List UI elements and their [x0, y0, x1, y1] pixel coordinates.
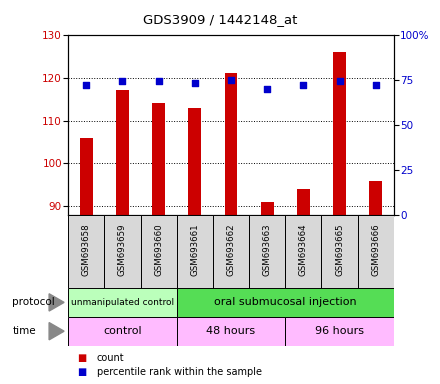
- Point: [264, 86, 271, 92]
- Bar: [213, 215, 249, 288]
- Polygon shape: [49, 294, 64, 311]
- Point: [227, 77, 235, 83]
- Text: count: count: [97, 353, 125, 363]
- Bar: [80, 138, 92, 215]
- Text: GDS3909 / 1442148_at: GDS3909 / 1442148_at: [143, 13, 297, 26]
- Text: oral submucosal injection: oral submucosal injection: [214, 297, 356, 308]
- Point: [372, 82, 379, 88]
- Point: [336, 78, 343, 84]
- Bar: [104, 215, 140, 288]
- Bar: [261, 202, 274, 215]
- Bar: [370, 180, 382, 215]
- Bar: [322, 215, 358, 288]
- Text: GSM693660: GSM693660: [154, 224, 163, 276]
- Text: protocol: protocol: [12, 297, 55, 308]
- Bar: [177, 215, 213, 288]
- Bar: [140, 215, 177, 288]
- Text: ■: ■: [77, 353, 86, 363]
- Bar: [188, 108, 201, 215]
- Bar: [225, 73, 237, 215]
- Text: 48 hours: 48 hours: [206, 326, 256, 336]
- Text: GSM693662: GSM693662: [227, 224, 235, 276]
- Text: 96 hours: 96 hours: [315, 326, 364, 336]
- Text: GSM693665: GSM693665: [335, 224, 344, 276]
- Text: GSM693661: GSM693661: [191, 224, 199, 276]
- Text: GSM693659: GSM693659: [118, 224, 127, 276]
- Bar: [68, 288, 177, 317]
- Text: percentile rank within the sample: percentile rank within the sample: [97, 367, 262, 377]
- Text: GSM693658: GSM693658: [82, 224, 91, 276]
- Bar: [285, 317, 394, 346]
- Point: [119, 78, 126, 84]
- Bar: [177, 288, 394, 317]
- Bar: [285, 215, 322, 288]
- Bar: [116, 90, 129, 215]
- Point: [191, 80, 198, 86]
- Point: [300, 82, 307, 88]
- Text: GSM693663: GSM693663: [263, 224, 271, 276]
- Text: unmanipulated control: unmanipulated control: [71, 298, 174, 307]
- Text: time: time: [12, 326, 36, 336]
- Point: [83, 82, 90, 88]
- Text: GSM693664: GSM693664: [299, 224, 308, 276]
- Bar: [297, 189, 310, 215]
- Text: control: control: [103, 326, 142, 336]
- Bar: [333, 52, 346, 215]
- Bar: [68, 215, 104, 288]
- Bar: [249, 215, 285, 288]
- Polygon shape: [49, 323, 64, 340]
- Text: GSM693666: GSM693666: [371, 224, 380, 276]
- Text: ■: ■: [77, 367, 86, 377]
- Bar: [152, 103, 165, 215]
- Bar: [177, 317, 285, 346]
- Bar: [358, 215, 394, 288]
- Point: [155, 78, 162, 84]
- Bar: [68, 317, 177, 346]
